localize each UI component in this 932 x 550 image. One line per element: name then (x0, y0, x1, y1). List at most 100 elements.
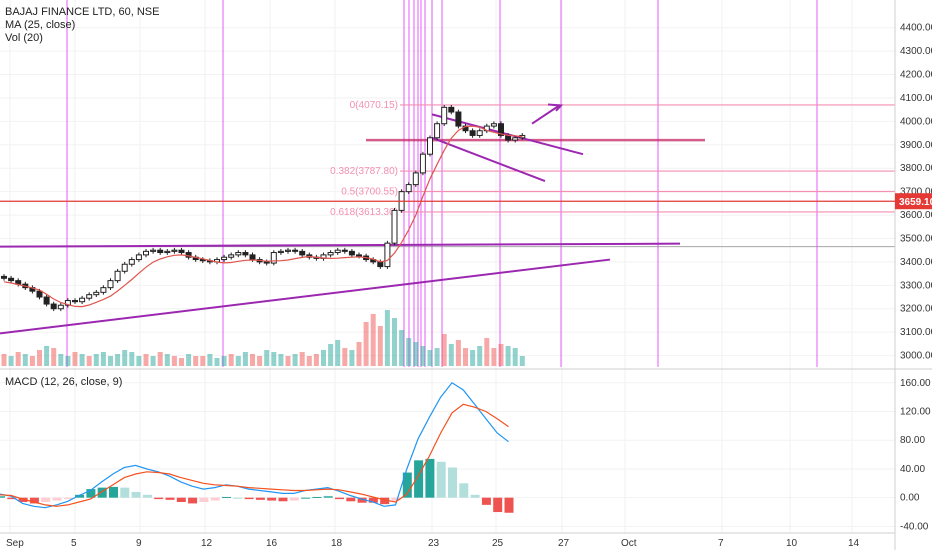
chart-legend: BAJAJ FINANCE LTD, 60, NSE MA (25, close… (5, 6, 159, 45)
breakout-arrow-shaft (531, 104, 561, 125)
candle-body (498, 123, 504, 136)
macd-histogram-bar (176, 497, 186, 502)
candle-body (299, 250, 306, 256)
symbol-title[interactable]: BAJAJ FINANCE LTD, 60, NSE (5, 6, 160, 18)
volume-bar (143, 354, 149, 366)
macd-histogram-bar (391, 497, 401, 501)
macd-histogram-bar (109, 486, 118, 498)
macd-histogram-bar (244, 497, 254, 500)
time-tick-label: Sep (6, 538, 24, 549)
volume-bar (8, 356, 14, 366)
fib-level-label: 0.5(3700.55) (341, 187, 398, 198)
volume-bar (214, 358, 220, 366)
volume-bar (519, 356, 525, 366)
volume-bar (434, 348, 440, 366)
time-tick-label: 27 (558, 538, 570, 549)
volume-bar (257, 356, 263, 366)
candle-body (327, 252, 334, 256)
candle-body (469, 130, 476, 136)
macd-histogram-bar (481, 497, 491, 505)
candle-body (235, 252, 242, 256)
volume-bar (228, 354, 234, 366)
volume-bar (491, 348, 497, 366)
candle-body (228, 254, 235, 258)
candle-body (43, 296, 50, 305)
volume-bar (235, 356, 241, 366)
macd-histogram-bar (199, 497, 209, 502)
time-tick-label: 12 (201, 538, 213, 549)
volume-bar (108, 356, 113, 366)
candle-body (128, 259, 135, 265)
ma-label[interactable]: MA (25, close) (5, 19, 76, 31)
candle-body (121, 263, 128, 272)
price-tick-label: 3800.00 (900, 163, 932, 174)
volume-bar (193, 356, 199, 366)
macd-histogram-bar (29, 497, 39, 504)
ma-line (3, 125, 523, 308)
price-tick-label: 3600.00 (900, 210, 932, 221)
volume-bar (1, 354, 7, 366)
volume-bar (150, 356, 156, 366)
candle-body (57, 304, 64, 310)
candle-body (270, 252, 277, 264)
volume-bar (15, 352, 21, 366)
grid (0, 0, 895, 533)
macd-histogram-bar (414, 460, 424, 498)
volume-bars (1, 310, 525, 366)
vol-label[interactable]: Vol (20) (5, 32, 43, 44)
volume-bar (363, 322, 369, 366)
macd-tick-label: 120.00 (900, 407, 931, 418)
macd-histogram-bar (41, 497, 51, 502)
price-tick-label: 3700.00 (900, 187, 932, 198)
macd-tick-label: 40.00 (900, 464, 925, 475)
volume-bar (44, 346, 50, 366)
candle-body (384, 242, 391, 268)
candle-body (348, 250, 355, 256)
macd-histogram-bar (210, 497, 220, 501)
macd-histogram-bar (459, 483, 469, 498)
time-tick-label: 23 (428, 538, 440, 549)
volume-bar (285, 356, 291, 366)
macd-histogram-bar (233, 497, 243, 499)
volume-bar (122, 350, 128, 366)
macd-tick-label: 160.00 (900, 378, 931, 389)
volume-bar (448, 344, 454, 366)
fib-retracement[interactable]: 0(4070.15) 0.382(3787.80) 0.5(3700.55) 0.61… (330, 100, 895, 218)
candle-body (263, 261, 270, 264)
volume-bar (51, 348, 57, 366)
trend-lines[interactable] (0, 103, 705, 335)
macd-label[interactable]: MACD (12, 26, close, 9) (5, 376, 123, 388)
signal-line (0, 403, 509, 507)
candle-body (427, 137, 433, 155)
candle-body (249, 254, 256, 261)
volume-bar (22, 354, 28, 366)
macd-histogram-bar (301, 497, 311, 499)
macd-histogram-bar (380, 497, 390, 505)
macd-histogram-bar (323, 496, 333, 498)
macd-histogram-bar (52, 497, 62, 501)
volume-bar (484, 338, 490, 366)
macd-histogram-bar (368, 497, 378, 503)
price-tick-label: 3900.00 (900, 140, 932, 151)
price-tick-label: 3400.00 (900, 257, 932, 268)
macd-histogram-bar (448, 467, 457, 498)
candle-body (171, 249, 178, 252)
macd-tick-label: 80.00 (900, 435, 925, 446)
price-tick-label: 3200.00 (900, 304, 932, 315)
macd-histogram-bar (357, 497, 367, 503)
candle-body (185, 252, 192, 258)
price-tick-label: 4400.00 (900, 23, 932, 34)
time-tick-label: 7 (718, 538, 724, 549)
candle-body (8, 277, 15, 282)
volume-bar (136, 356, 142, 366)
volume-bar (271, 352, 277, 366)
volume-bar (264, 350, 270, 366)
candle-body (107, 280, 114, 289)
volume-bar (207, 354, 213, 366)
candle-body (64, 300, 71, 306)
volume-bar (313, 354, 319, 366)
candle-body (334, 249, 341, 254)
volume-bar (86, 356, 92, 366)
macd-histogram-bar (0, 496, 5, 498)
